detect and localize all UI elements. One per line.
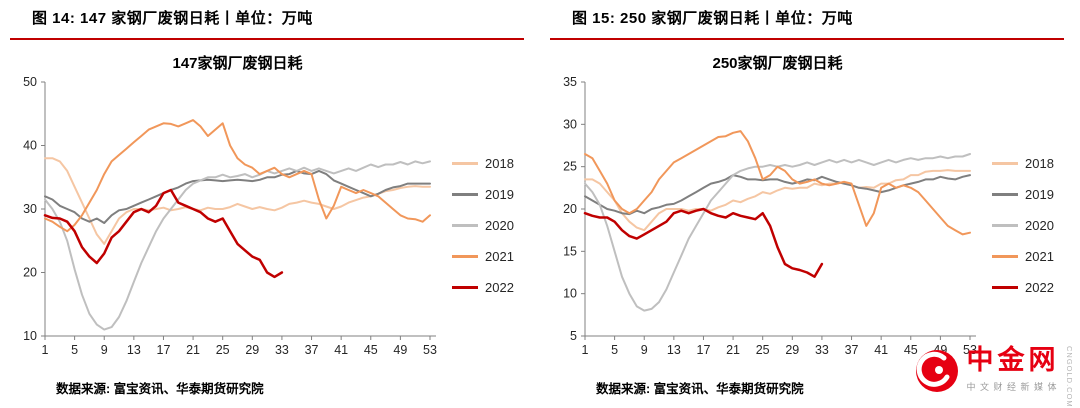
svg-text:13: 13 <box>667 343 681 357</box>
legend-item-2019: 2019 <box>992 179 1054 210</box>
legend-year-label: 2022 <box>1025 280 1054 295</box>
svg-text:5: 5 <box>570 329 577 343</box>
svg-text:29: 29 <box>785 343 799 357</box>
svg-text:5: 5 <box>71 343 78 357</box>
svg-text:41: 41 <box>334 343 348 357</box>
svg-text:40: 40 <box>23 139 37 153</box>
svg-text:29: 29 <box>245 343 259 357</box>
legend-year-label: 2018 <box>1025 156 1054 171</box>
chart-15-legend: 2018 2019 2020 2021 2022 <box>992 148 1054 303</box>
legend-item-2022: 2022 <box>452 272 514 303</box>
chart-15-title: 250家钢厂废钢日耗 <box>712 55 843 72</box>
svg-text:33: 33 <box>815 343 829 357</box>
svg-text:45: 45 <box>364 343 378 357</box>
svg-text:21: 21 <box>726 343 740 357</box>
svg-text:53: 53 <box>423 343 437 357</box>
figure-15-caption: 图 15: 250 家钢厂废钢日耗丨单位：万吨 <box>572 10 853 27</box>
svg-text:20: 20 <box>563 202 577 216</box>
legend-year-label: 2020 <box>1025 218 1054 233</box>
svg-text:10: 10 <box>563 287 577 301</box>
legend-line-swatch <box>452 255 478 258</box>
svg-text:25: 25 <box>216 343 230 357</box>
svg-text:50: 50 <box>23 75 37 89</box>
legend-year-label: 2019 <box>485 187 514 202</box>
legend-item-2018: 2018 <box>992 148 1054 179</box>
legend-year-label: 2020 <box>485 218 514 233</box>
figure-14-caption: 图 14: 147 家钢厂废钢日耗丨单位：万吨 <box>32 10 313 27</box>
svg-text:13: 13 <box>127 343 141 357</box>
svg-text:30: 30 <box>563 117 577 131</box>
chart-14-legend: 2018 2019 2020 2021 2022 <box>452 148 514 303</box>
legend-item-2021: 2021 <box>452 241 514 272</box>
figure-15-divider <box>550 38 1064 40</box>
svg-text:53: 53 <box>963 343 977 357</box>
svg-text:17: 17 <box>157 343 171 357</box>
legend-year-label: 2021 <box>485 249 514 264</box>
svg-text:25: 25 <box>756 343 770 357</box>
svg-text:5: 5 <box>611 343 618 357</box>
svg-text:35: 35 <box>563 75 577 89</box>
legend-line-swatch <box>992 255 1018 258</box>
cngold-text-block: 中金网 中文财经新媒体 <box>966 344 1061 393</box>
legend-year-label: 2018 <box>485 156 514 171</box>
legend-line-swatch <box>452 193 478 196</box>
cngold-tagline: 中文财经新媒体 <box>966 382 1061 393</box>
legend-year-label: 2019 <box>1025 187 1054 202</box>
svg-text:33: 33 <box>275 343 289 357</box>
legend-year-label: 2022 <box>485 280 514 295</box>
panel-figure-14: 图 14: 147 家钢厂废钢日耗丨单位：万吨 147家钢厂废钢日耗 10 20 3… <box>10 10 524 396</box>
svg-text:30: 30 <box>23 202 37 216</box>
panel-figure-15: 图 15: 250 家钢厂废钢日耗丨单位：万吨 250家钢厂废钢日耗 5 10 15… <box>540 0 1080 408</box>
svg-text:9: 9 <box>641 343 648 357</box>
legend-line-swatch <box>452 162 478 165</box>
legend-line-swatch <box>452 286 478 289</box>
chart-14-plot: 10 20 30 40 50 1 5 9 13 17 21 25 29 33 37 41 45 49 53 <box>23 75 437 357</box>
cngold-watermark: 中金网 中文财经新媒体 CNGOLD.COM.CN <box>914 344 1074 408</box>
figure-14-divider <box>10 38 524 40</box>
svg-text:49: 49 <box>393 343 407 357</box>
svg-text:45: 45 <box>904 343 918 357</box>
cngold-brand: 中金网 <box>966 345 1060 375</box>
svg-text:9: 9 <box>101 343 108 357</box>
legend-item-2020: 2020 <box>452 210 514 241</box>
legend-item-2022: 2022 <box>992 272 1054 303</box>
svg-text:41: 41 <box>874 343 888 357</box>
chart-14-title: 147家钢厂废钢日耗 <box>172 55 303 72</box>
legend-item-2019: 2019 <box>452 179 514 210</box>
legend-item-2020: 2020 <box>992 210 1054 241</box>
legend-line-swatch <box>992 162 1018 165</box>
svg-text:15: 15 <box>563 244 577 258</box>
figure-14-source: 数据来源: 富宝资讯、华泰期货研究院 <box>56 382 264 396</box>
svg-text:1: 1 <box>42 343 49 357</box>
svg-text:25: 25 <box>563 160 577 174</box>
legend-item-2018: 2018 <box>452 148 514 179</box>
svg-text:37: 37 <box>845 343 859 357</box>
figure-15-source: 数据来源: 富宝资讯、华泰期货研究院 <box>596 382 804 396</box>
svg-text:37: 37 <box>305 343 319 357</box>
legend-item-2021: 2021 <box>992 241 1054 272</box>
svg-text:17: 17 <box>697 343 711 357</box>
legend-line-swatch <box>992 224 1018 227</box>
legend-line-swatch <box>992 193 1018 196</box>
svg-text:21: 21 <box>186 343 200 357</box>
cngold-logo-icon <box>916 350 959 392</box>
legend-line-swatch <box>452 224 478 227</box>
svg-text:10: 10 <box>23 329 37 343</box>
legend-year-label: 2021 <box>1025 249 1054 264</box>
legend-line-swatch <box>992 286 1018 289</box>
svg-text:1: 1 <box>582 343 589 357</box>
cngold-domain: CNGOLD.COM.CN <box>1065 346 1074 408</box>
svg-text:20: 20 <box>23 266 37 280</box>
